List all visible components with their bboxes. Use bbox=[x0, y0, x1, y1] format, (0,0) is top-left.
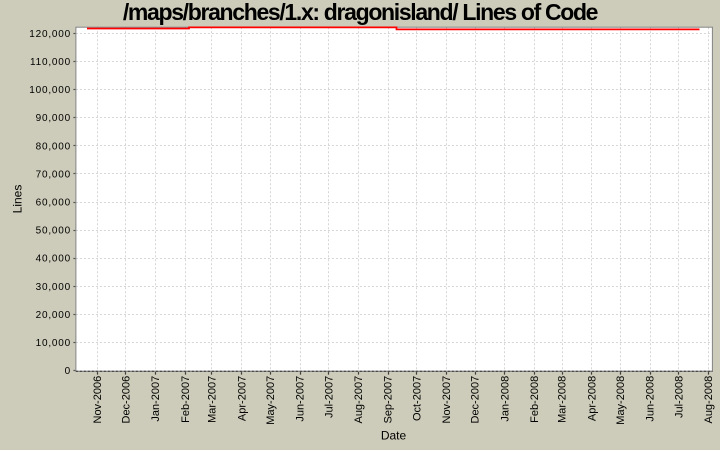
svg-text:Aug-2007: Aug-2007 bbox=[353, 376, 365, 424]
svg-text:Mar-2007: Mar-2007 bbox=[207, 376, 219, 423]
svg-text:Jan-2008: Jan-2008 bbox=[499, 376, 511, 422]
svg-text:80,000: 80,000 bbox=[36, 141, 71, 152]
svg-text:Nov-2006: Nov-2006 bbox=[92, 376, 104, 424]
svg-text:20,000: 20,000 bbox=[36, 310, 71, 321]
svg-text:Jul-2008: Jul-2008 bbox=[673, 376, 685, 418]
svg-text:Dec-2007: Dec-2007 bbox=[470, 376, 482, 424]
svg-text:Feb-2008: Feb-2008 bbox=[529, 376, 541, 423]
svg-text:Jul-2007: Jul-2007 bbox=[323, 376, 335, 418]
svg-text:Date: Date bbox=[381, 429, 407, 443]
svg-text:Apr-2008: Apr-2008 bbox=[586, 376, 598, 421]
svg-text:Jun-2007: Jun-2007 bbox=[295, 376, 307, 422]
svg-text:May-2008: May-2008 bbox=[615, 376, 627, 425]
svg-text:Jan-2007: Jan-2007 bbox=[150, 376, 162, 422]
svg-text:Lines: Lines bbox=[11, 185, 25, 214]
svg-text:30,000: 30,000 bbox=[36, 282, 71, 293]
svg-text:Feb-2007: Feb-2007 bbox=[180, 376, 192, 423]
svg-text:120,000: 120,000 bbox=[29, 29, 71, 40]
svg-text:90,000: 90,000 bbox=[36, 113, 71, 124]
svg-text:110,000: 110,000 bbox=[30, 57, 71, 68]
svg-text:Dec-2006: Dec-2006 bbox=[121, 376, 133, 424]
svg-text:40,000: 40,000 bbox=[36, 254, 71, 265]
svg-text:Sep-2007: Sep-2007 bbox=[383, 376, 395, 424]
svg-text:Oct-2007: Oct-2007 bbox=[411, 376, 423, 421]
svg-text:50,000: 50,000 bbox=[36, 226, 71, 237]
svg-text:0: 0 bbox=[65, 366, 71, 377]
svg-text:May-2007: May-2007 bbox=[265, 376, 277, 425]
svg-text:60,000: 60,000 bbox=[36, 198, 71, 209]
svg-text:70,000: 70,000 bbox=[36, 169, 71, 180]
svg-text:/maps/branches/1.x: dragonisla: /maps/branches/1.x: dragonisland/ Lines … bbox=[123, 0, 598, 25]
svg-text:100,000: 100,000 bbox=[29, 85, 71, 96]
svg-text:10,000: 10,000 bbox=[36, 338, 71, 349]
svg-text:Jun-2008: Jun-2008 bbox=[645, 376, 657, 422]
svg-text:Aug-2008: Aug-2008 bbox=[703, 376, 715, 424]
svg-text:Mar-2008: Mar-2008 bbox=[557, 376, 569, 423]
svg-text:Apr-2007: Apr-2007 bbox=[236, 376, 248, 421]
svg-text:Nov-2007: Nov-2007 bbox=[441, 376, 453, 424]
